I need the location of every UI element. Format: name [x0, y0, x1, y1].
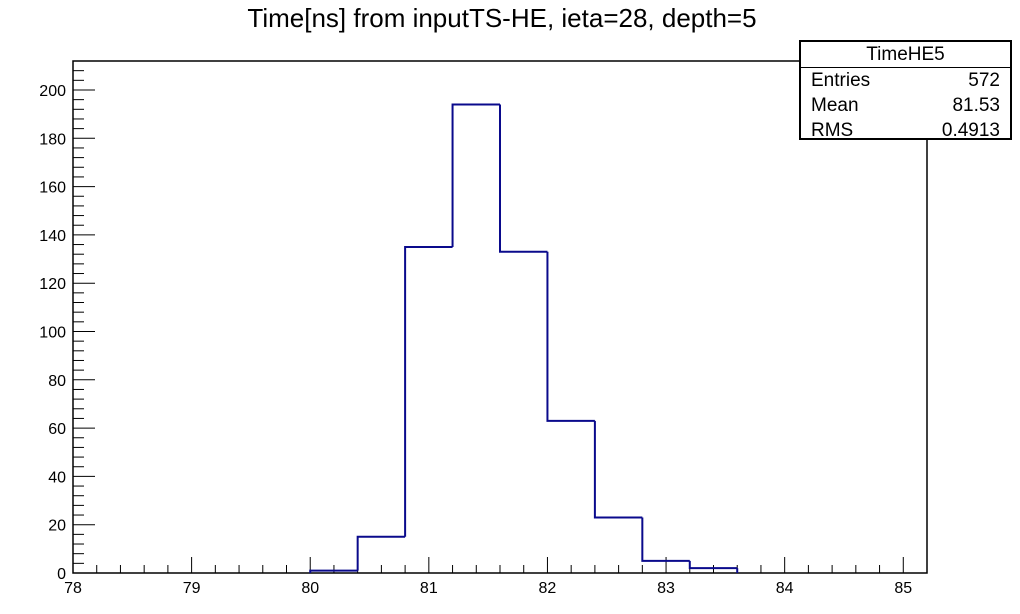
- stats-label: RMS: [811, 120, 854, 141]
- stats-label: Mean: [811, 95, 859, 116]
- x-tick-label: 82: [539, 580, 557, 597]
- histogram-bin: [499, 104, 548, 253]
- stats-box: TimeHE5 Entries 572 Mean 81.53 RMS 0.491…: [799, 40, 1012, 143]
- y-tick-label: 100: [39, 324, 66, 341]
- y-tick-label: 160: [39, 180, 66, 197]
- stats-name: TimeHE5: [801, 42, 1010, 68]
- y-tick-label: 0: [57, 566, 66, 583]
- histogram-bin: [451, 103, 500, 247]
- histogram-bin: [593, 420, 643, 519]
- histogram-bin: [688, 560, 738, 570]
- y-tick-label: 120: [39, 276, 66, 293]
- x-tick-label: 80: [301, 580, 319, 597]
- x-tick-label: 84: [776, 580, 794, 597]
- histogram-bin: [546, 251, 595, 422]
- x-tick-label: 79: [183, 580, 201, 597]
- stats-row-entries: Entries 572: [801, 68, 1010, 93]
- y-tick-label: 60: [48, 421, 66, 438]
- y-tick-label: 200: [39, 83, 66, 100]
- y-tick-label: 40: [48, 469, 66, 486]
- x-tick-label: 85: [894, 580, 912, 597]
- x-tick-label: 78: [64, 580, 82, 597]
- stats-label: Entries: [811, 70, 871, 91]
- histogram-bin: [404, 245, 453, 537]
- histogram-bin: [356, 535, 406, 571]
- y-tick-label: 80: [48, 373, 66, 390]
- x-tick-label: 83: [657, 580, 675, 597]
- stats-row-rms: RMS 0.4913: [801, 118, 1010, 143]
- stats-value: 572: [968, 70, 1000, 91]
- histogram-bin: [641, 517, 690, 562]
- y-tick-label: 180: [39, 131, 66, 148]
- stats-row-mean: Mean 81.53: [801, 93, 1010, 118]
- y-tick-label: 20: [48, 518, 66, 535]
- x-tick-label: 81: [420, 580, 438, 597]
- stats-value: 81.53: [952, 95, 1000, 116]
- stats-value: 0.4913: [941, 120, 1000, 141]
- y-tick-label: 140: [39, 228, 66, 245]
- chart-title: Time[ns] from inputTS-HE, ieta=28, depth…: [247, 3, 757, 33]
- histogram-bin: [309, 569, 358, 573]
